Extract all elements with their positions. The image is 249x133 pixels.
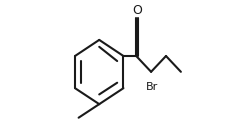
- Text: O: O: [132, 4, 142, 17]
- Text: Br: Br: [146, 82, 158, 92]
